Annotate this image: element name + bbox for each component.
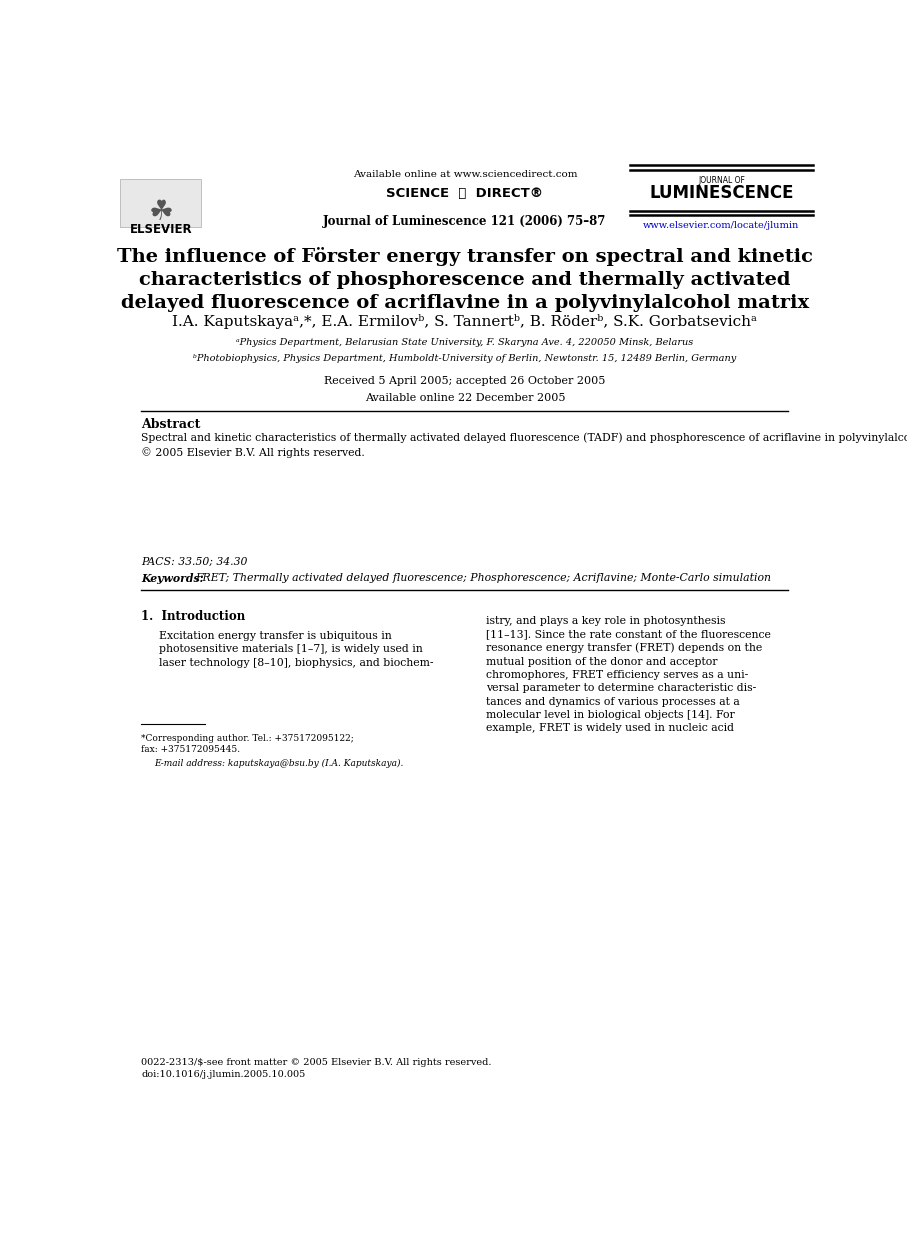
Text: ELSEVIER: ELSEVIER <box>130 223 192 236</box>
Text: PACS: 33.50; 34.30: PACS: 33.50; 34.30 <box>141 557 248 567</box>
Text: *Corresponding author. Tel.: +375172095122;
fax: +375172095445.: *Corresponding author. Tel.: +3751720951… <box>141 734 355 754</box>
Text: ☘: ☘ <box>149 198 173 227</box>
Text: JOURNAL OF: JOURNAL OF <box>698 176 745 186</box>
Text: Available online at www.sciencedirect.com: Available online at www.sciencedirect.co… <box>353 171 577 180</box>
Text: SCIENCE  ⓐ  DIRECT®: SCIENCE ⓐ DIRECT® <box>386 187 543 199</box>
Text: Journal of Luminescence 121 (2006) 75–87: Journal of Luminescence 121 (2006) 75–87 <box>323 215 607 228</box>
Text: Abstract: Abstract <box>141 418 200 431</box>
Text: LUMINESCENCE: LUMINESCENCE <box>649 183 794 202</box>
Text: 1.  Introduction: 1. Introduction <box>141 610 246 623</box>
Text: istry, and plays a key role in photosynthesis
[11–13]. Since the rate constant o: istry, and plays a key role in photosynt… <box>486 615 771 733</box>
Text: Keywords:: Keywords: <box>141 573 204 584</box>
Text: Spectral and kinetic characteristics of thermally activated delayed fluorescence: Spectral and kinetic characteristics of … <box>141 432 907 458</box>
FancyBboxPatch shape <box>121 180 201 227</box>
Text: Received 5 April 2005; accepted 26 October 2005: Received 5 April 2005; accepted 26 Octob… <box>324 376 606 386</box>
Text: ᵃPhysics Department, Belarusian State University, F. Skaryna Ave. 4, 220050 Mins: ᵃPhysics Department, Belarusian State Un… <box>236 338 694 347</box>
Text: ᵇPhotobiophysics, Physics Department, Humboldt-University of Berlin, Newtonstr. : ᵇPhotobiophysics, Physics Department, Hu… <box>193 354 736 364</box>
Text: 0022-2313/$-see front matter © 2005 Elsevier B.V. All rights reserved.
doi:10.10: 0022-2313/$-see front matter © 2005 Else… <box>141 1058 492 1078</box>
Text: E-mail address: kaputskaya@bsu.by (I.A. Kaputskaya).: E-mail address: kaputskaya@bsu.by (I.A. … <box>154 759 404 768</box>
Text: I.A. Kaputskayaᵃ,*, E.A. Ermilovᵇ, S. Tannertᵇ, B. Röderᵇ, S.K. Gorbatsevichᵃ: I.A. Kaputskayaᵃ,*, E.A. Ermilovᵇ, S. Ta… <box>172 314 757 329</box>
Text: Excitation energy transfer is ubiquitous in
photosensitive materials [1–7], is w: Excitation energy transfer is ubiquitous… <box>159 631 434 667</box>
Text: www.elsevier.com/locate/jlumin: www.elsevier.com/locate/jlumin <box>643 222 800 230</box>
Text: Available online 22 December 2005: Available online 22 December 2005 <box>365 392 565 402</box>
Text: The influence of Förster energy transfer on spectral and kinetic
characteristics: The influence of Förster energy transfer… <box>117 246 813 312</box>
Text: FRET; Thermally activated delayed fluorescence; Phosphorescence; Acriflavine; Mo: FRET; Thermally activated delayed fluore… <box>195 573 771 583</box>
